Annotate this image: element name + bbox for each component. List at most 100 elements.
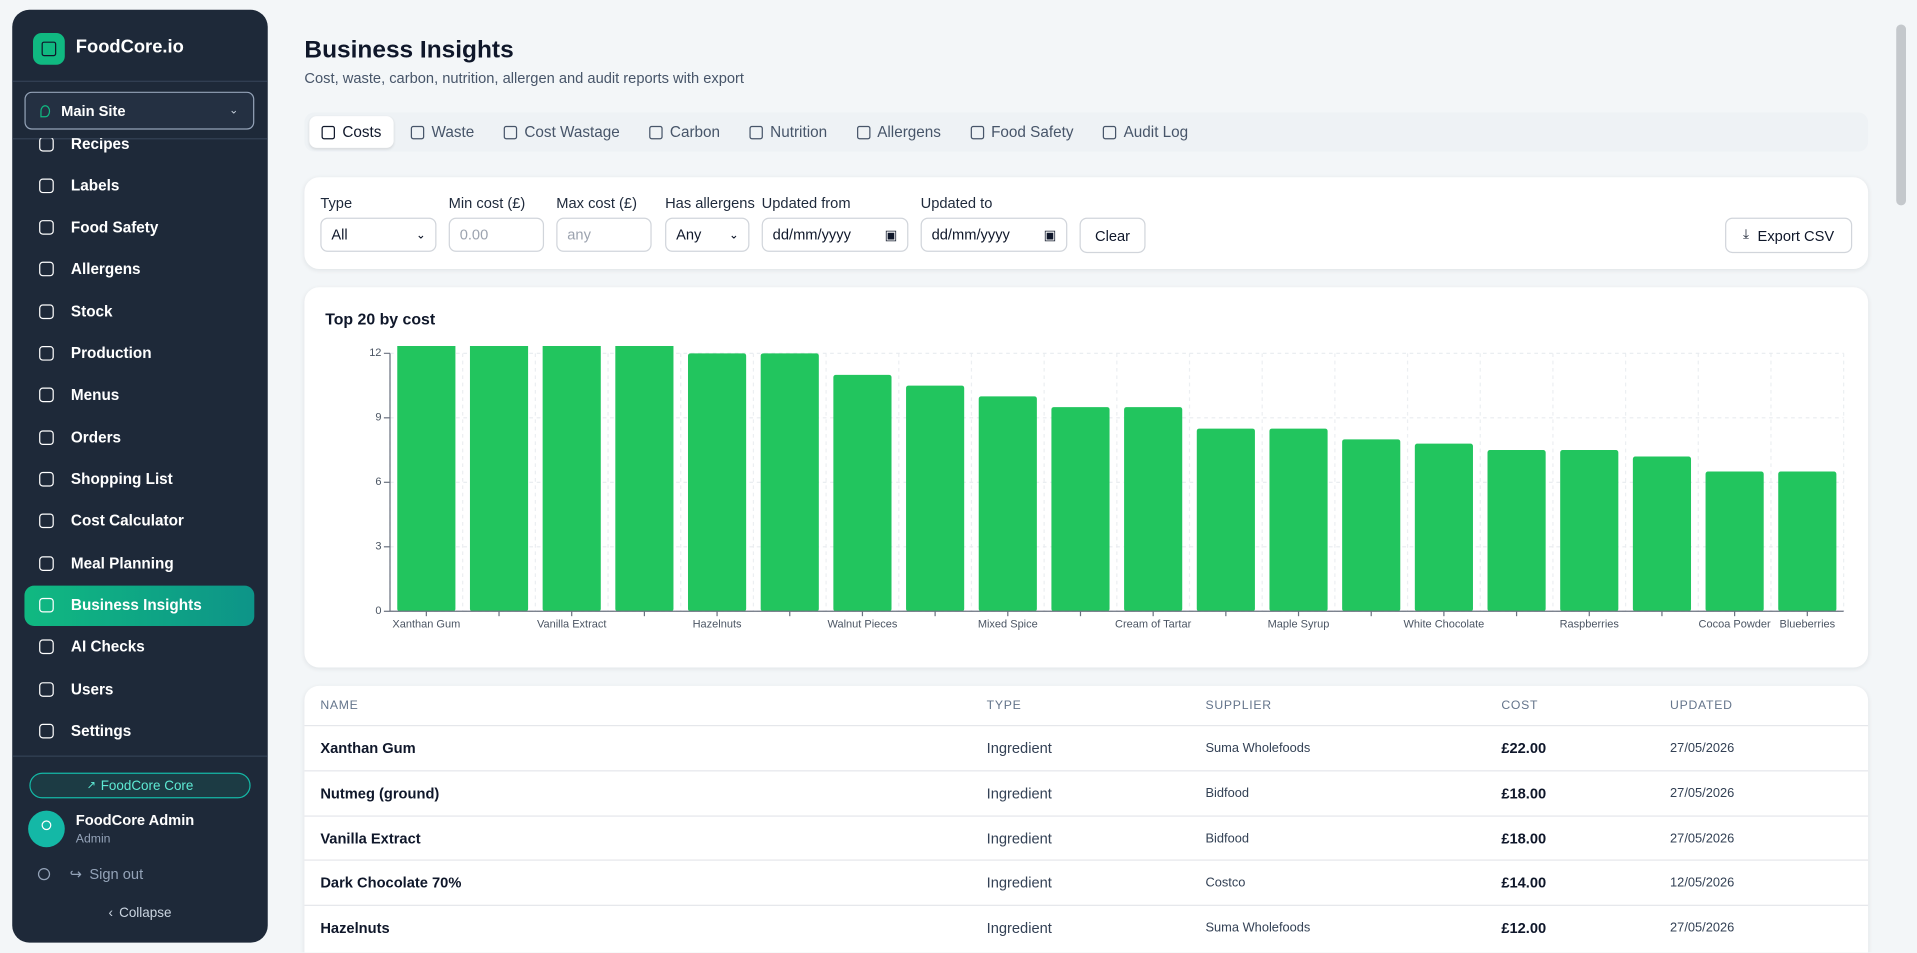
nav-icon	[39, 597, 54, 613]
nav-item[interactable]: Food Safety	[24, 207, 254, 247]
scrollbar-thumb[interactable]	[1896, 24, 1907, 206]
filter-caret: ⌄	[729, 228, 739, 241]
theme-toggle[interactable]	[37, 868, 51, 881]
table-cell: Ingredient	[986, 829, 1052, 847]
nav-item[interactable]: Cost Calculator	[24, 501, 254, 541]
bar	[688, 353, 747, 612]
nav-item[interactable]: Recipes	[24, 138, 254, 164]
export-button[interactable]: ⤓ Export CSV	[1725, 217, 1853, 254]
nav-item[interactable]: AI Checks	[24, 627, 254, 667]
table-cell: £22.00	[1501, 739, 1547, 757]
table-cell: £18.00	[1501, 784, 1547, 802]
tab[interactable]: Audit Log	[1091, 116, 1201, 148]
divider	[12, 80, 268, 82]
filter-input[interactable]: dd/mm/yyyy ▣	[920, 217, 1068, 252]
nav-item[interactable]: Settings	[24, 711, 254, 751]
y-tick-label: 9	[375, 412, 381, 424]
chart-card: Top 20 by cost 0 3 6 9 12 Xanthan Gum Vanilla …	[304, 287, 1869, 668]
nav-item[interactable]: Orders	[24, 417, 254, 457]
nav-label: Allergens	[70, 261, 141, 279]
filter-input[interactable]: Any ⌄	[665, 217, 750, 252]
nav-icon	[39, 262, 54, 277]
nav-icon	[39, 346, 54, 361]
table-cell: 27/05/2026	[1670, 785, 1735, 801]
table-cell: Suma Wholefoods	[1205, 740, 1311, 756]
nav-item[interactable]: Allergens	[24, 249, 254, 289]
filter-label: Updated to	[920, 194, 993, 212]
tab[interactable]: Nutrition	[737, 116, 839, 148]
nav-item[interactable]: Menus	[24, 375, 254, 415]
tab[interactable]: Costs	[309, 116, 394, 148]
tab[interactable]: Allergens	[844, 116, 953, 148]
nav-icon	[39, 138, 54, 151]
filter-label: Has allergens	[665, 194, 755, 212]
nav-item[interactable]: Labels	[24, 165, 254, 205]
page-title: Business Insights	[304, 36, 514, 64]
filter-input[interactable]: dd/mm/yyyy ▣	[761, 217, 909, 252]
tab-icon	[410, 125, 425, 139]
filter-input[interactable]: All ⌄	[320, 217, 437, 252]
bar	[542, 345, 601, 612]
y-tick-label: 3	[375, 541, 381, 553]
table-row[interactable]: Vanilla Extract Ingredient Bidfood £18.00 27…	[304, 814, 1869, 861]
nav-label: Recipes	[70, 138, 130, 153]
sign-out[interactable]: ↪ Sign out	[69, 865, 144, 883]
nav-icon	[39, 639, 54, 655]
avatar	[28, 810, 65, 848]
export-icon: ⤓	[1743, 227, 1749, 243]
tab-icon	[856, 125, 870, 139]
nav-label: Shopping List	[70, 470, 173, 488]
bar	[469, 345, 529, 612]
site-selector[interactable]: Main Site ⌄	[24, 91, 255, 130]
nav-item[interactable]: Meal Planning	[24, 543, 254, 583]
tab-label: Cost Wastage	[524, 123, 620, 141]
nav-list: Recipes Labels Food Safety Allergens Stock Pr…	[12, 138, 268, 754]
column-header: SUPPLIER	[1205, 699, 1272, 713]
table-cell: £12.00	[1501, 919, 1547, 937]
x-tick-label: White Chocolate	[1404, 619, 1485, 631]
tab[interactable]: Cost Wastage	[491, 116, 632, 148]
nav-item[interactable]: Users	[24, 669, 254, 709]
nav-item[interactable]: Stock	[24, 291, 254, 331]
bar	[1269, 428, 1328, 612]
table-cell: Ingredient	[986, 874, 1052, 892]
filter-value: dd/mm/yyyy	[772, 226, 851, 244]
tab[interactable]: Waste	[399, 116, 487, 148]
bars	[397, 345, 1837, 612]
table-cell: Hazelnuts	[320, 919, 390, 937]
bar	[1560, 450, 1619, 612]
clear-button[interactable]: Clear	[1079, 217, 1146, 254]
column-header: TYPE	[986, 699, 1022, 713]
filter-label: Updated from	[761, 194, 851, 212]
y-tick-label: 12	[369, 347, 381, 359]
tab[interactable]: Food Safety	[958, 116, 1086, 148]
filter-input[interactable]: any	[556, 217, 652, 252]
nav-label: Labels	[70, 177, 120, 195]
nav-icon	[39, 430, 54, 445]
tab[interactable]: Carbon	[637, 116, 732, 148]
nav-label: Menus	[70, 386, 120, 405]
nav-item[interactable]: Production	[24, 333, 254, 373]
table-row[interactable]: Xanthan Gum Ingredient Suma Wholefoods £22.…	[304, 724, 1869, 771]
chart: Top 20 by cost 0 3 6 9 12 Xanthan Gum Vanilla …	[325, 312, 1845, 631]
nav-icon	[39, 472, 54, 487]
table-row[interactable]: Nutmeg (ground) Ingredient Bidfood £18.00 27…	[304, 769, 1869, 816]
y-tick-label: 0	[375, 605, 381, 617]
nav-label: Business Insights	[70, 596, 202, 614]
brand-name: FoodCore.io	[75, 36, 184, 58]
nav-item[interactable]: Business Insights	[24, 585, 255, 626]
table-cell: £18.00	[1501, 829, 1547, 847]
sidebar: FoodCore.io Main Site ⌄ Recipes Labels Foo…	[12, 9, 268, 943]
table-cell: 27/05/2026	[1670, 830, 1735, 846]
table-row[interactable]: Dark Chocolate 70% Ingredient Costco £14.00…	[304, 859, 1869, 906]
nav-icon	[39, 556, 54, 571]
filter-caret: ▣	[1043, 228, 1057, 243]
table-cell: Xanthan Gum	[320, 739, 416, 757]
user-name: FoodCore Admin	[75, 811, 195, 829]
tab-label: Carbon	[669, 123, 721, 141]
nav-item[interactable]: Shopping List	[24, 459, 254, 499]
table-row[interactable]: Hazelnuts Ingredient Suma Wholefoods £12.00…	[304, 904, 1869, 951]
filter-input[interactable]: 0.00	[448, 217, 545, 252]
collapse[interactable]: ‹ Collapse	[108, 905, 172, 921]
